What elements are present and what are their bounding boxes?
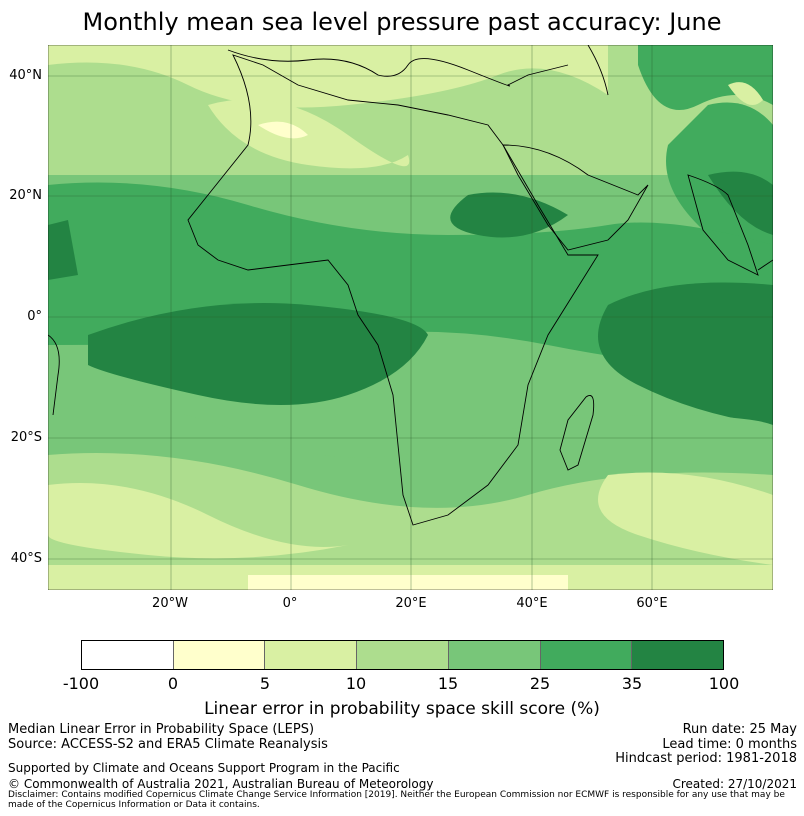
created-date: Created: 27/10/2021 [672,777,797,791]
lead-time: Lead time: 0 months [662,737,797,752]
lat-label-20s: 20°S [10,430,42,445]
map-title: Monthly mean sea level pressure past acc… [82,8,722,36]
lat-label-40s: 40°S [10,551,42,566]
colorbar [81,640,724,670]
footer-copyright: © Commonwealth of Australia 2021, Austra… [8,777,434,791]
colorbar-segment [448,641,541,669]
footer-support: Supported by Climate and Oceans Support … [8,761,400,775]
colorbar-tick: 5 [259,674,271,693]
graticule [48,45,773,590]
lon-label-0: 0° [282,596,298,611]
lon-label-60e: 60°E [636,596,668,611]
lat-label-20n: 20°N [9,188,42,203]
run-date: Run date: 25 May [682,722,797,737]
colorbar-label: Linear error in probability space skill … [204,699,600,719]
colorbar-tick: 100 [708,674,740,693]
coastlines [48,45,773,526]
colorbar-segment [173,641,266,669]
footer-disclaimer: Disclaimer: Contains modified Copernicus… [8,790,785,810]
footer-method: Median Linear Error in Probability Space… [8,722,315,737]
lat-label-40n: 40°N [9,68,42,83]
hindcast-period: Hindcast period: 1981-2018 [615,751,797,766]
colorbar-tick: 35 [621,674,643,693]
colorbar-segment [540,641,633,669]
colorbar-tick: 10 [345,674,367,693]
lon-label-40e: 40°E [516,596,548,611]
skill-map [48,45,773,590]
colorbar-tick: 25 [529,674,551,693]
lon-label-20e: 20°E [395,596,427,611]
colorbar-tick: 15 [437,674,459,693]
colorbar-segment [265,641,358,669]
colorbar-segment [82,641,174,669]
colorbar-tick: 0 [167,674,179,693]
lat-label-0: 0° [27,309,42,324]
colorbar-tick: -100 [62,674,100,693]
colorbar-segment [632,641,724,669]
lon-label-20w: 20°W [152,596,188,611]
footer-source: Source: ACCESS-S2 and ERA5 Climate Reana… [8,737,328,752]
colorbar-segment [357,641,449,669]
